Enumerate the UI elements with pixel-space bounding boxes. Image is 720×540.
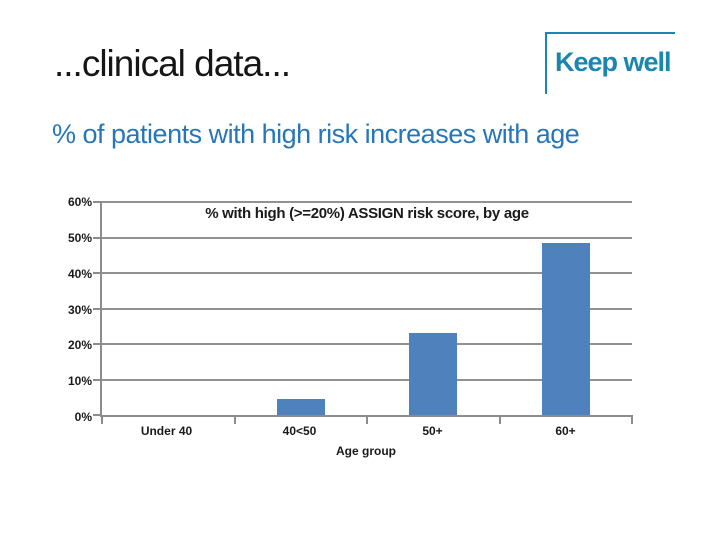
bar-column — [367, 202, 500, 415]
y-gridline — [102, 378, 632, 381]
y-axis-label: 50% — [67, 230, 92, 245]
chart-title: % with high (>=20%) ASSIGN risk score, b… — [205, 205, 529, 222]
y-gridline — [102, 201, 632, 203]
x-axis-tick — [233, 415, 236, 424]
bar — [409, 333, 458, 415]
keepwell-logo-text: Keep well — [555, 47, 672, 77]
x-axis-title: Age group — [336, 444, 396, 458]
plot-area: % with high (>=20%) ASSIGN risk score, b… — [93, 201, 633, 424]
y-axis-label: 40% — [67, 266, 92, 281]
y-axis-label: 10% — [67, 374, 92, 389]
x-axis-label: 60+ — [555, 424, 576, 438]
y-gridline — [102, 343, 632, 346]
x-axis-tick — [498, 415, 501, 424]
slide-title: ...clinical data... — [54, 43, 291, 84]
bar — [541, 242, 590, 415]
x-axis-label: Under 40 — [140, 424, 193, 438]
y-axis-label: 0% — [74, 410, 92, 424]
bar — [276, 399, 325, 415]
y-axis-label: 20% — [67, 338, 92, 353]
y-axis-labels: 0% 10% 20% 30% 40% 50% 60% — [48, 195, 92, 424]
y-gridline — [102, 272, 632, 275]
x-axis-tick — [366, 415, 368, 424]
y-axis-tick — [93, 414, 102, 416]
x-axis-label: 40<50 — [282, 424, 317, 438]
y-axis-tick — [93, 272, 102, 275]
y-axis-tick — [93, 378, 102, 381]
keepwell-logo: Keep well — [545, 32, 675, 94]
slide-subtitle: % of patients with high risk increases w… — [52, 119, 580, 149]
x-axis-tick — [631, 415, 633, 424]
y-gridline — [102, 307, 632, 310]
y-axis-tick — [93, 201, 102, 203]
bar-column — [102, 202, 235, 415]
y-gridline — [102, 236, 632, 239]
bar-column — [500, 202, 633, 415]
x-axis-tick — [101, 415, 103, 424]
bar-column — [235, 202, 368, 415]
y-axis-label: 30% — [67, 302, 92, 317]
y-axis-label: 60% — [67, 195, 92, 209]
y-axis-tick — [93, 236, 102, 239]
y-axis-tick — [93, 307, 102, 310]
y-axis-tick — [93, 343, 102, 346]
x-axis-labels: Under 40 40<50 50+ 60+ — [100, 424, 632, 438]
x-axis-label: 50+ — [422, 424, 443, 438]
bars-layer — [102, 202, 632, 415]
